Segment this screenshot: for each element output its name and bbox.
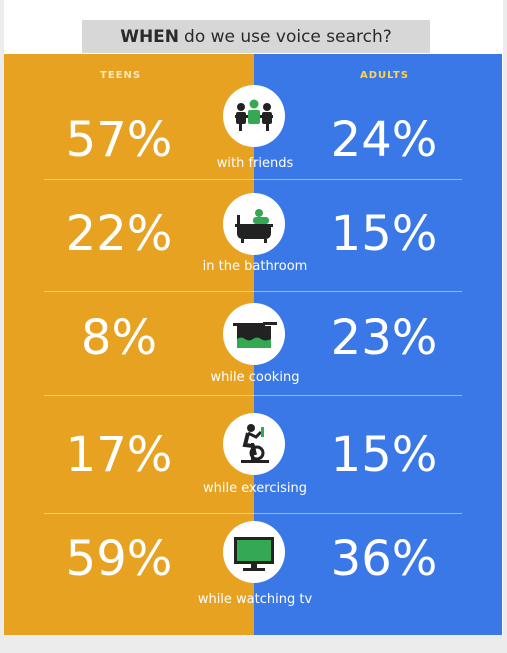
page-title: WHEN do we use voice search? (82, 20, 430, 53)
row-divider (44, 395, 462, 396)
adults-value-with-friends: 24% (330, 112, 438, 168)
adults-value-in-the-bathroom: 15% (330, 206, 438, 262)
teens-value-while-cooking: 8% (80, 310, 158, 366)
caption-while-exercising: while exercising (203, 481, 307, 496)
bottom-margin (4, 635, 503, 653)
adults-panel (254, 54, 502, 635)
adults-value-while-watching-tv: 36% (330, 531, 438, 587)
caption-while-watching-tv: while watching tv (197, 592, 313, 607)
teens-value-while-exercising: 17% (65, 427, 173, 483)
tv-icon (223, 521, 285, 583)
title-rest: do we use voice search? (184, 26, 392, 47)
teens-value-while-watching-tv: 59% (65, 531, 173, 587)
teens-header: TEENS (100, 70, 142, 81)
cooking-pot-icon (223, 303, 285, 365)
row-divider (44, 291, 462, 292)
teens-value-with-friends: 57% (65, 112, 173, 168)
title-bold: WHEN (120, 26, 180, 47)
exercise-bike-icon (223, 413, 285, 475)
teens-value-in-the-bathroom: 22% (65, 206, 173, 262)
adults-value-while-exercising: 15% (330, 427, 438, 483)
adults-value-while-cooking: 23% (330, 310, 438, 366)
friends-icon (223, 85, 285, 147)
teens-panel (4, 54, 254, 635)
bathtub-icon (223, 193, 285, 255)
caption-while-cooking: while cooking (210, 370, 300, 385)
row-divider (44, 513, 462, 514)
row-divider (44, 179, 462, 180)
adults-header: ADULTS (360, 70, 409, 81)
caption-with-friends: with friends (216, 156, 294, 171)
caption-in-the-bathroom: in the bathroom (202, 259, 308, 274)
